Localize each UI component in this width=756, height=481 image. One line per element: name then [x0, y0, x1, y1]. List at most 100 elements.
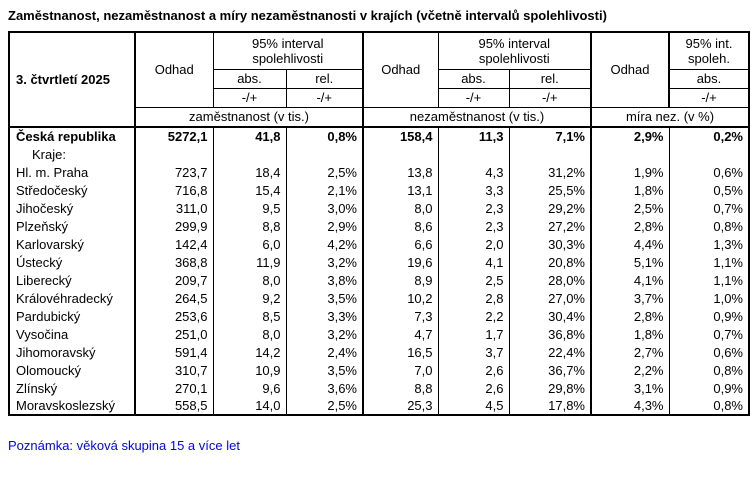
value-cell: 3,8% — [286, 271, 364, 289]
value-cell: 142,4 — [135, 235, 214, 253]
value-cell: 2,9% — [591, 127, 670, 145]
value-cell: 2,4% — [286, 343, 364, 361]
value-cell: 5272,1 — [135, 127, 214, 145]
region-cell: Hl. m. Praha — [9, 163, 136, 181]
value-cell: 14,2 — [213, 343, 287, 361]
rel-header-unemployment: rel. — [509, 69, 592, 89]
region-cell: Plzeňský — [9, 217, 136, 235]
value-cell: 6,0 — [213, 235, 287, 253]
value-cell: 2,7% — [591, 343, 670, 361]
value-cell: 2,3 — [438, 217, 510, 235]
value-cell: 299,9 — [135, 217, 214, 235]
value-cell: 3,7 — [438, 343, 510, 361]
value-cell: 8,9 — [363, 271, 439, 289]
value-cell: 1,8% — [591, 181, 670, 199]
value-cell — [286, 145, 364, 163]
table-row: Olomoucký 310,7 10,9 3,5% 7,0 2,6 36,7% 2,2% 0,8… — [9, 361, 749, 379]
value-cell: 6,6 — [363, 235, 439, 253]
region-cell: Olomoucký — [9, 361, 136, 379]
region-cell: Karlovarský — [9, 235, 136, 253]
value-cell: 5,1% — [591, 253, 670, 271]
value-cell: 0,8% — [713, 362, 743, 378]
value-cell: 16,5 — [363, 343, 439, 361]
abs-header-employment: abs. — [213, 69, 287, 89]
value-cell: 716,8 — [135, 181, 214, 199]
value-cell: 4,1% — [591, 271, 670, 289]
value-cell: 3,1% — [591, 379, 670, 397]
plusminus-header-5: -/+ — [669, 88, 749, 108]
value-cell: 4,3% — [591, 397, 670, 415]
value-cell: 2,5% — [591, 199, 670, 217]
table-row: Středočeský 716,8 15,4 2,1% 13,1 3,3 25,5% 1,8%… — [9, 181, 749, 199]
region-cell: Pardubický — [9, 307, 136, 325]
value-cell: 1,7 — [438, 325, 510, 343]
value-cell: 11,9 — [213, 253, 287, 271]
table-row: Jihočeský 311,0 9,5 3,0% 8,0 2,3 29,2% 2,5% 0,7% — [9, 199, 749, 217]
value-cell: 8,0 — [213, 325, 287, 343]
value-cell: 723,7 — [135, 163, 214, 181]
abs-header-unemployment: abs. — [438, 69, 510, 89]
value-cell: 0,7% — [713, 200, 743, 216]
value-cell: 1,8% — [591, 325, 670, 343]
value-cell: 9,5 — [213, 199, 287, 217]
value-cell: 2,5 — [438, 271, 510, 289]
table-row: Zlínský 270,1 9,6 3,6% 8,8 2,6 29,8% 3,1% 0,9% — [9, 379, 749, 397]
estimate-header-employment: Odhad — [135, 32, 214, 108]
value-cell: 36,7% — [509, 361, 592, 379]
value-cell: 15,4 — [213, 181, 287, 199]
value-cell: 20,8% — [509, 253, 592, 271]
value-cell: 28,0% — [509, 271, 592, 289]
value-cell — [213, 145, 287, 163]
value-cell: 4,4% — [591, 235, 670, 253]
value-cell: 368,8 — [135, 253, 214, 271]
value-cell: 591,4 — [135, 343, 214, 361]
value-cell: 25,5% — [509, 181, 592, 199]
value-cell — [509, 145, 592, 163]
value-cell: 19,6 — [363, 253, 439, 271]
value-cell: 1,9% — [591, 163, 670, 181]
value-cell: 7,1% — [509, 127, 592, 145]
ci-header-employment: 95% interval spolehlivosti — [213, 32, 364, 70]
value-cell: 8,0 — [213, 271, 287, 289]
value-cell: 264,5 — [135, 289, 214, 307]
value-cell: 14,0 — [213, 397, 287, 415]
rel-header-employment: rel. — [286, 69, 364, 89]
value-cell: 2,3 — [438, 199, 510, 217]
value-cell: 0,7% — [713, 326, 743, 342]
value-cell: 13,1 — [363, 181, 439, 199]
value-cell: 27,0% — [509, 289, 592, 307]
value-cell: 558,5 — [135, 397, 214, 415]
ci-header-rate: 95% int. spoleh. — [669, 32, 749, 70]
value-cell: 3,6% — [286, 379, 364, 397]
value-cell: 0,6% — [713, 344, 743, 360]
value-cell: 0,8% — [713, 218, 743, 234]
value-cell: 4,7 — [363, 325, 439, 343]
value-cell: 0,9% — [713, 308, 743, 324]
table-row: Pardubický 253,6 8,5 3,3% 7,3 2,2 30,4% 2,8% 0,9… — [9, 307, 749, 325]
value-cell: 4,5 — [438, 397, 510, 415]
value-cell: 30,4% — [509, 307, 592, 325]
value-cell: 25,3 — [363, 397, 439, 415]
value-cell: 4,1 — [438, 253, 510, 271]
region-cell: Jihomoravský — [9, 343, 136, 361]
value-cell: 0,9% — [713, 380, 743, 396]
table-row: Kraje: — [9, 145, 749, 163]
value-cell: 29,8% — [509, 379, 592, 397]
value-cell: 13,8 — [363, 163, 439, 181]
value-cell: 2,0 — [438, 235, 510, 253]
value-cell: 311,0 — [135, 199, 214, 217]
value-cell: 0,6% — [713, 164, 743, 180]
table-row: Vysočina 251,0 8,0 3,2% 4,7 1,7 36,8% 1,8% 0,7% — [9, 325, 749, 343]
value-cell — [135, 145, 214, 163]
value-cell: 3,3% — [286, 307, 364, 325]
region-cell: Kraje: — [9, 145, 136, 163]
plusminus-header-1: -/+ — [213, 88, 287, 108]
value-cell: 3,7% — [591, 289, 670, 307]
value-cell: 10,2 — [363, 289, 439, 307]
table-header: 3. čtvrtletí 2025 Odhad 95% interval spo… — [9, 32, 749, 128]
region-cell: Zlínský — [9, 379, 136, 397]
value-cell: 2,2 — [438, 307, 510, 325]
value-cell: 18,4 — [213, 163, 287, 181]
value-cell: 1,1% — [713, 272, 743, 288]
period-cell: 3. čtvrtletí 2025 — [9, 32, 136, 128]
